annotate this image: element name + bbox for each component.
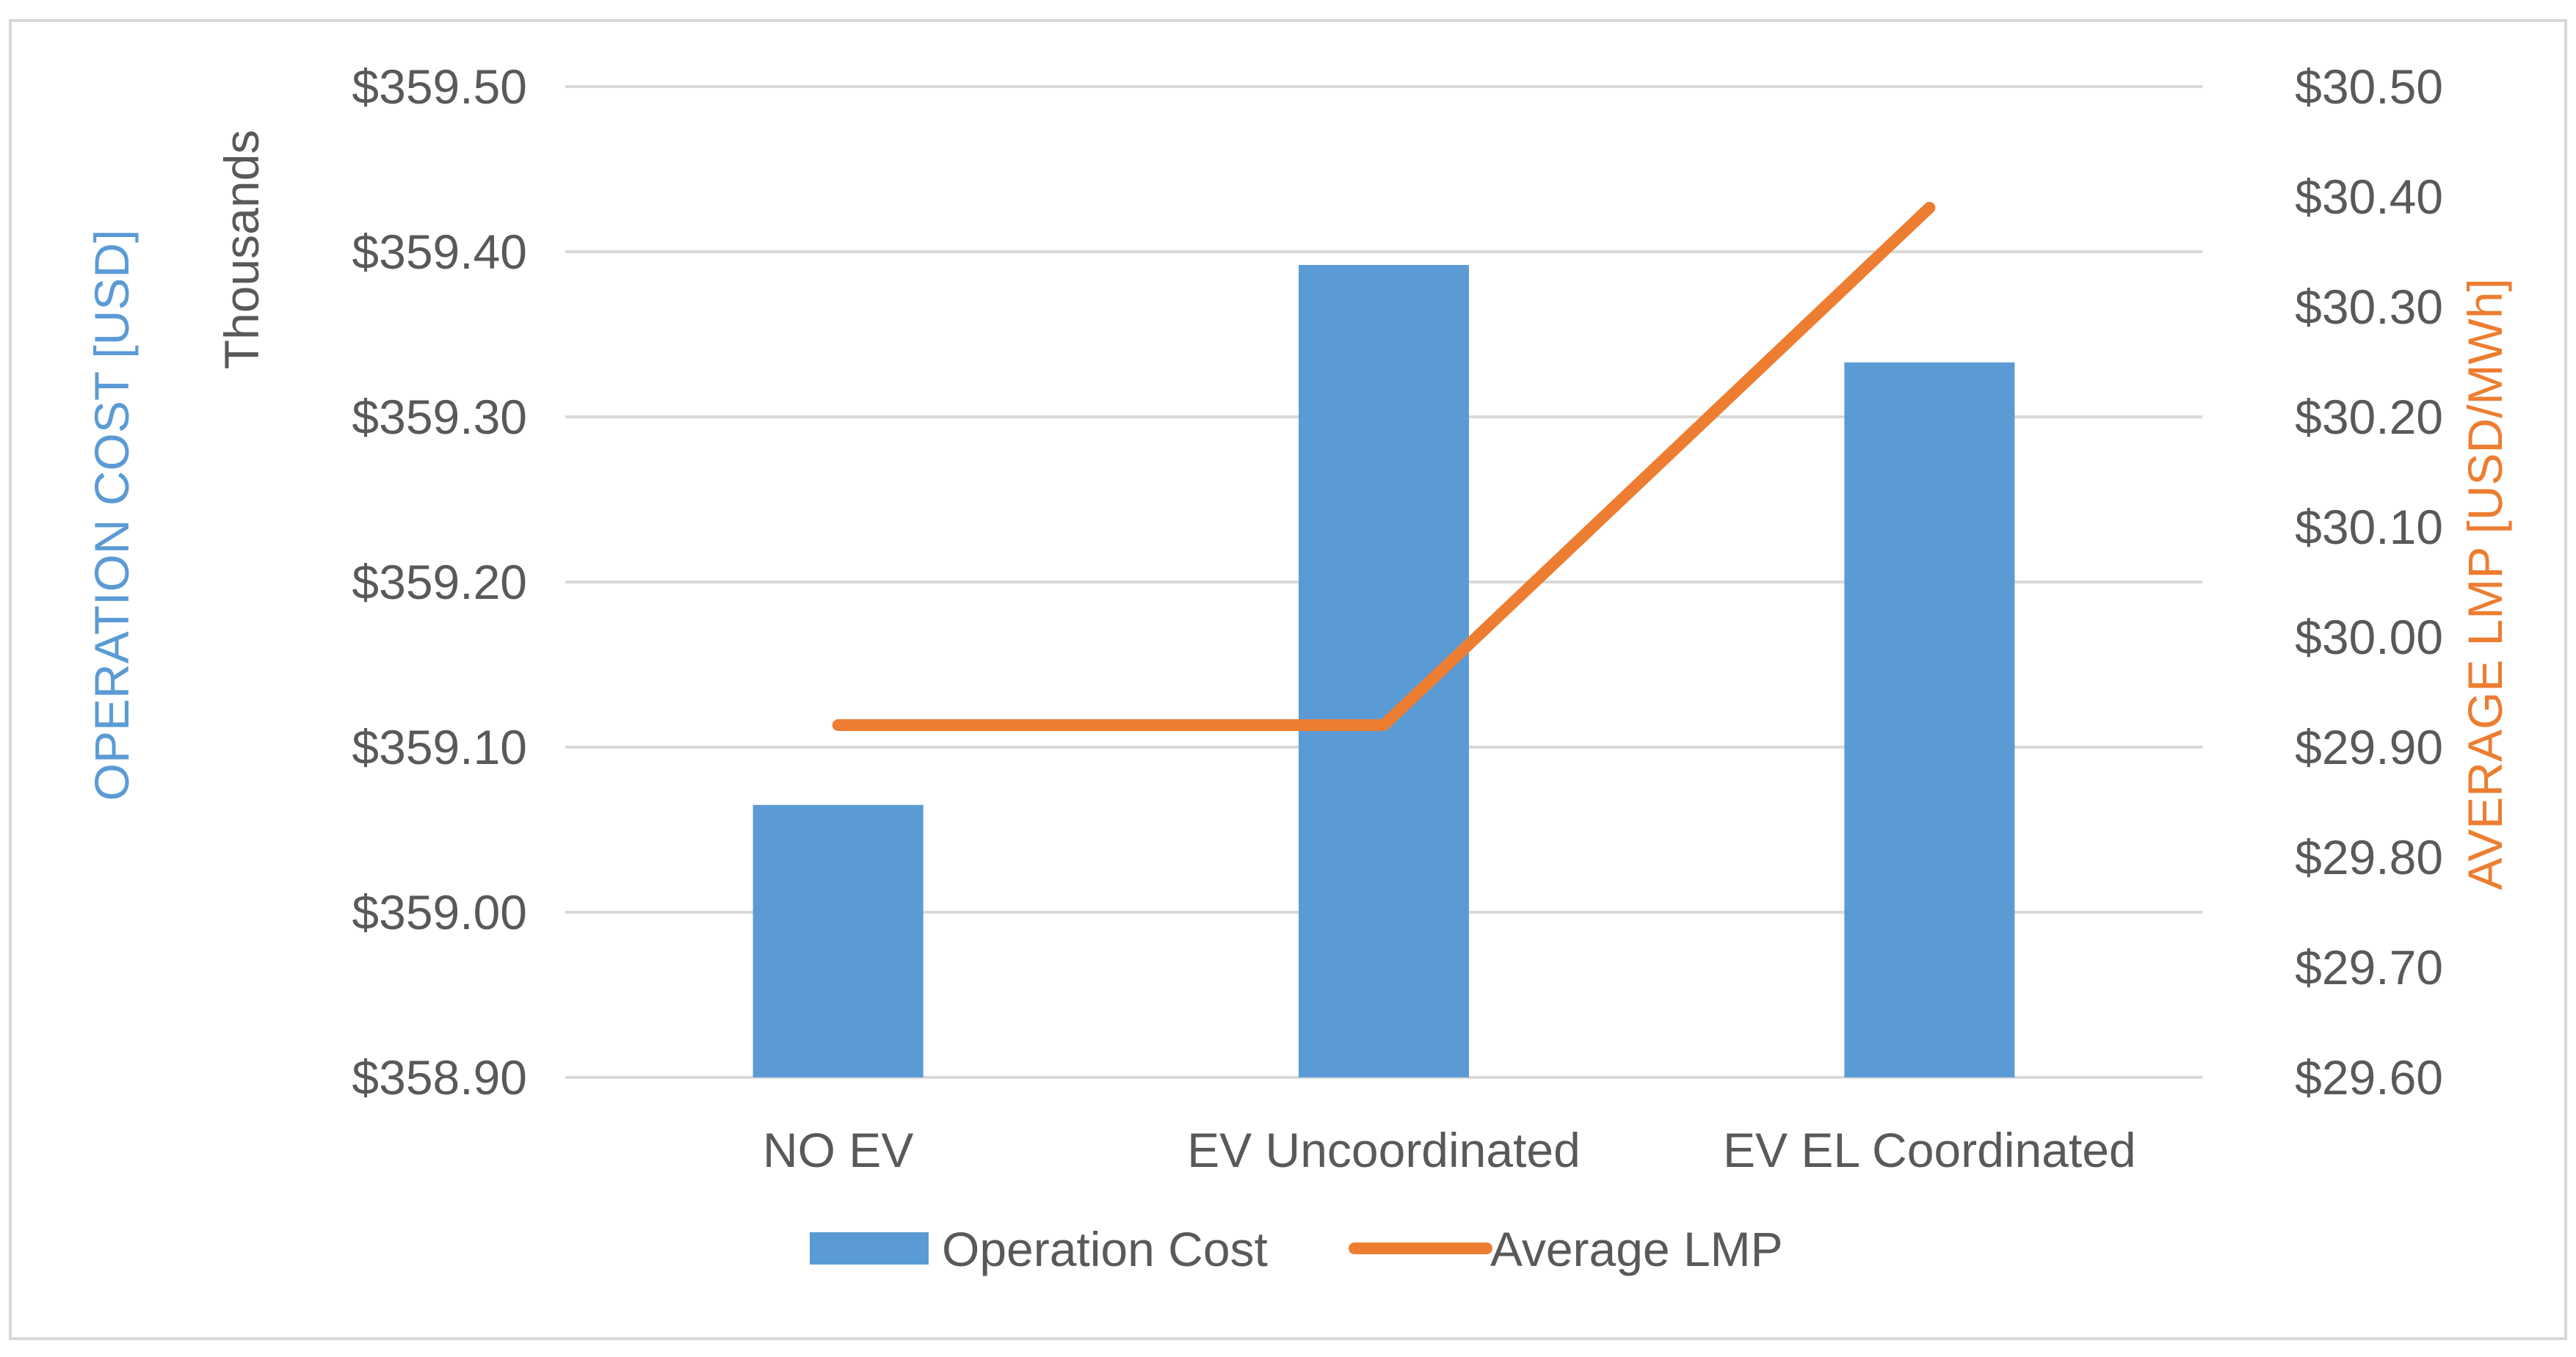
left-tick-label: $359.00 [352,885,527,939]
right-tick-label: $30.40 [2295,170,2443,224]
left-tick-label: $359.40 [352,225,527,279]
right-tick-label: $29.70 [2295,940,2443,994]
right-tick-label: $30.20 [2295,390,2443,444]
right-tick-label: $30.50 [2295,59,2443,114]
right-tick-label: $30.30 [2295,280,2443,334]
left-tick-label: $359.30 [352,390,527,444]
left-axis-ticks: $358.90 $359.00 $359.10 $359.20 $359.30 $359.… [352,59,527,1105]
chart-frame [9,19,2567,1340]
right-tick-label: $30.10 [2295,500,2443,554]
legend-label-average-lmp: Average LMP [1490,1222,1783,1276]
average-lmp-line-group [832,202,1936,731]
right-tick-label: $30.00 [2295,610,2443,664]
x-tick-label: EV EL Coordinated [1723,1123,2136,1177]
left-tick-label: $359.10 [352,720,527,774]
operation-cost-bar [752,804,924,1077]
left-axis-title: OPERATION COST [USD] [84,230,139,801]
x-tick-label: EV Uncoordinated [1187,1123,1581,1177]
left-tick-label: $358.90 [352,1050,527,1105]
x-tick-label: NO EV [763,1123,913,1177]
operation-cost-bars [752,265,2015,1077]
left-tick-label: $359.20 [352,555,527,609]
x-axis-ticks: NO EV EV Uncoordinated EV EL Coordinated [763,1123,2136,1177]
right-tick-label: $29.90 [2295,720,2443,774]
legend-label-operation-cost: Operation Cost [942,1222,1268,1276]
left-axis-unit-label: Thousands [214,130,269,370]
right-tick-label: $29.80 [2295,830,2443,884]
average-lmp-line [832,202,1936,731]
operation-cost-bar [1844,362,2015,1077]
left-tick-label: $359.50 [352,59,527,114]
legend: Operation Cost Average LMP [810,1222,1783,1276]
right-tick-label: $29.60 [2295,1050,2443,1105]
right-axis-ticks: $29.60 $29.70 $29.80 $29.90 $30.00 $30.10 $30.… [2295,59,2443,1105]
right-axis-title: AVERAGE LMP [USD/MWh] [2458,278,2512,890]
legend-swatch-operation-cost [810,1232,929,1265]
